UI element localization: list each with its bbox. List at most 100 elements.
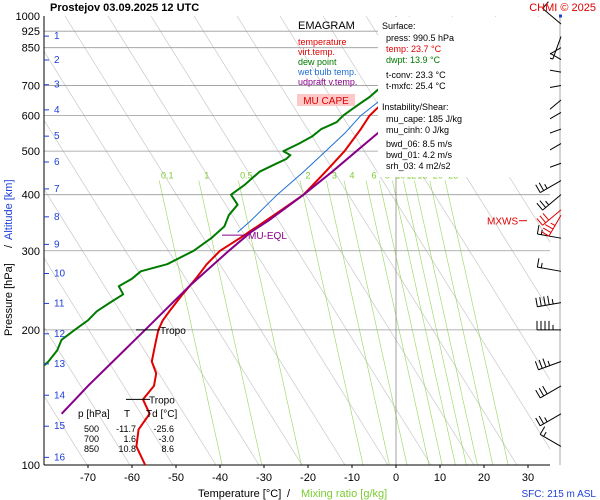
mixing-ratio-line: [392, 180, 456, 465]
wind-barb: [535, 413, 562, 427]
mixing-ratio-line: [158, 180, 223, 465]
wind-barb-half: [551, 298, 554, 305]
wind-barb-half: [547, 360, 551, 366]
mixing-ratio-line: [343, 180, 408, 465]
mixing-ratio-line: [326, 180, 390, 465]
wind-barb-flag: [538, 415, 545, 425]
mu-cape-button-bg: [297, 94, 355, 106]
altitude-tick-label: 1: [54, 31, 60, 42]
wind-barb-flag: [535, 184, 541, 193]
wind-barb-flag: [539, 200, 547, 208]
temperature-tick-label: -30: [256, 472, 272, 484]
altitude-tick-label: 16: [54, 452, 66, 463]
surface-temp: temp: 23.7 °C: [386, 44, 442, 54]
y-axis-title-altitude: Altitude [km]: [3, 179, 15, 240]
bwd-01-value: bwd_01: 4.2 m/s: [386, 150, 453, 160]
mu-eql-label: MU-EQL: [248, 231, 287, 242]
wind-barb-flag: [543, 296, 546, 306]
tropo-label: Tropo: [149, 395, 175, 406]
wind-barb-flag: [539, 426, 546, 435]
table-cell: -25.6: [153, 424, 174, 434]
wind-barb-staff: [542, 8, 562, 25]
wind-barb-flag: [536, 218, 543, 226]
sfc-label: SFC: 215 m ASL: [522, 489, 597, 500]
wind-barb-half: [545, 200, 550, 206]
table-cell: -11.7: [116, 424, 136, 434]
mu-cape-button[interactable]: MU CAPE: [297, 94, 355, 107]
wind-barb: [536, 258, 562, 272]
altitude-tick-label: 9: [54, 239, 60, 250]
legend-title: EMAGRAM: [298, 20, 355, 32]
x-axis-title-sep: /: [287, 488, 291, 500]
mixing-ratio-label: 6: [371, 171, 376, 181]
wind-barb-flag: [538, 182, 545, 191]
x-axis-title-mixing: Mixing ratio [g/kg]: [301, 488, 387, 500]
wind-barb-flag: [542, 358, 547, 368]
bwd-06-value: bwd_06: 8.5 m/s: [386, 139, 453, 149]
table-row: 850 10.8 8.6: [84, 444, 174, 454]
wind-barb-half: [540, 262, 543, 268]
mixing-ratio-line: [238, 180, 302, 465]
srh-03-value: srh_03: 4 m2/s2: [386, 161, 451, 171]
wind-barb-staff: [552, 36, 562, 60]
wind-barb: [535, 295, 562, 308]
pressure-tick-label: 100: [22, 460, 40, 472]
pressure-tick-label: 600: [22, 111, 40, 123]
altitude-tick-label: 11: [54, 298, 65, 309]
pressure-tick-label: 925: [22, 26, 40, 38]
mixing-ratio-line: [414, 180, 478, 465]
table-cell: 850: [84, 444, 99, 454]
pressure-tick-label: 300: [22, 246, 40, 258]
wind-barb-flag: [542, 385, 548, 395]
altitude-tick-label: 15: [54, 421, 66, 432]
mu-cape-button-label: MU CAPE: [303, 96, 349, 107]
t-mxfc: t-mxfc: 25.4 °C: [386, 81, 446, 91]
temperature-tick-label: 10: [434, 472, 446, 484]
isotherm-line: [150, 16, 432, 465]
wind-barb: [540, 214, 562, 237]
legend-temperature: temperature: [298, 37, 347, 47]
altitude-tick-label: 12: [54, 329, 66, 340]
wind-barb-flag: [547, 295, 550, 305]
table-cell: -3.0: [158, 434, 174, 444]
mixing-ratio-label: 3: [332, 171, 337, 181]
legend-wet-bulb: wet bulb temp.: [297, 67, 357, 77]
isotherm-line: [322, 16, 550, 381]
t-conv: t-conv: 23.3 °C: [386, 70, 446, 80]
table-row: 700 1.6 -3.0: [84, 434, 174, 444]
isotherm-line: [64, 16, 346, 465]
isotherm-line: [44, 188, 217, 465]
y-axis-title-sep: /: [3, 244, 15, 248]
wind-barb-half: [544, 417, 548, 423]
isotherm-line: [0, 16, 1, 465]
pressure-tick-label: 1000: [16, 11, 40, 23]
wind-barb: [539, 426, 562, 447]
altitude-tick-label: 10: [54, 268, 66, 279]
mixing-ratio-label: 2: [305, 171, 310, 181]
pressure-tick-label: 500: [22, 146, 40, 158]
temperature-tick-labels: -70 -60 -50 -40 -30 -20 -10 0 10 20 30: [80, 465, 534, 484]
wind-barb: [536, 209, 562, 226]
altitude-tick-label: 14: [54, 390, 66, 401]
wind-barb-flag: [535, 417, 541, 427]
temperature-tick-label: -10: [344, 472, 360, 484]
altitude-tick-label: 13: [54, 359, 66, 370]
mu-cinh-value: mu_cinh: 0 J/kg: [386, 125, 449, 135]
mixing-ratio-line: [198, 180, 263, 465]
wind-barb: [536, 194, 562, 211]
altitude-tick-label: 4: [54, 105, 60, 116]
mixing-ratio-line: [403, 180, 467, 465]
legend-virt-temp: virt.temp.: [298, 47, 335, 57]
isotherm-line: [44, 50, 303, 465]
table-cell: 700: [84, 434, 99, 444]
temperature-tick-label: 0: [393, 472, 399, 484]
level-table: p [hPa] T Td [°C] 500 -11.7 -25.6 700 1.…: [78, 409, 177, 454]
mixing-ratio-line: [429, 180, 494, 465]
table-header-p: p [hPa]: [78, 409, 110, 420]
wind-barb: [535, 385, 562, 399]
table-header-td: Td [°C]: [146, 409, 177, 420]
wind-barb-half: [544, 183, 548, 189]
table-cell: 500: [84, 424, 99, 434]
wind-barb-flag: [539, 215, 547, 224]
wind-barb-half: [543, 431, 547, 437]
